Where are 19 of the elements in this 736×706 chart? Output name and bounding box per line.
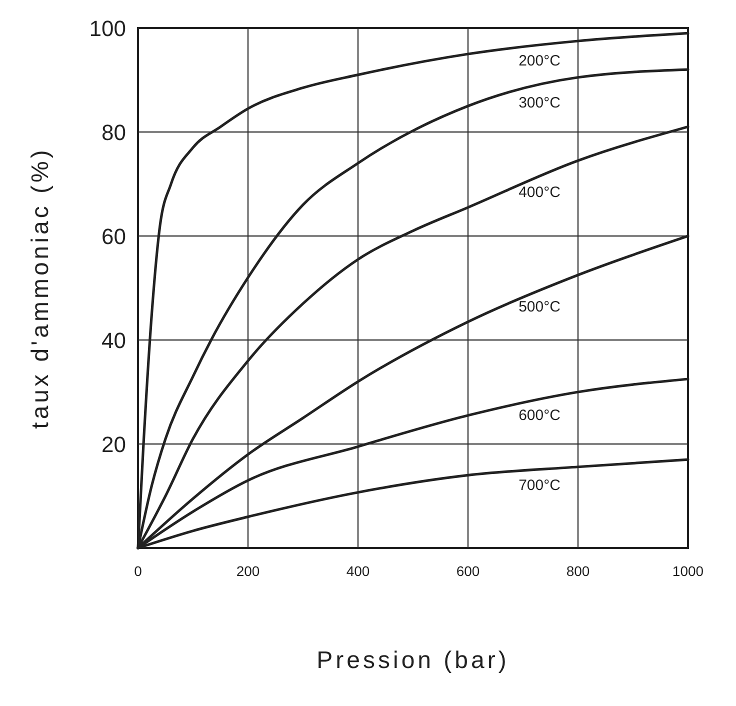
x-axis-title: Pression (bar) — [316, 647, 510, 674]
x-tick-label: 200 — [236, 563, 260, 579]
x-tick-label: 600 — [456, 563, 480, 579]
series-label: 700°C — [518, 476, 561, 494]
y-tick-label: 20 — [102, 432, 126, 457]
y-tick-label: 100 — [89, 16, 126, 41]
x-tick-label: 0 — [134, 563, 142, 579]
y-tick-label: 60 — [102, 224, 126, 249]
x-tick-label: 1000 — [672, 563, 704, 579]
series-label: 500°C — [518, 298, 561, 316]
series-label: 300°C — [518, 94, 561, 112]
y-axis-title: taux d'ammoniac (%) — [27, 147, 54, 429]
series-label: 600°C — [518, 407, 561, 424]
x-tick-label: 800 — [566, 563, 590, 579]
y-tick-label: 40 — [102, 328, 126, 353]
y-tick-label: 80 — [102, 120, 126, 145]
series-label: 400°C — [518, 184, 561, 201]
x-tick-label: 400 — [346, 563, 370, 579]
series-label: 200°C — [518, 52, 561, 70]
